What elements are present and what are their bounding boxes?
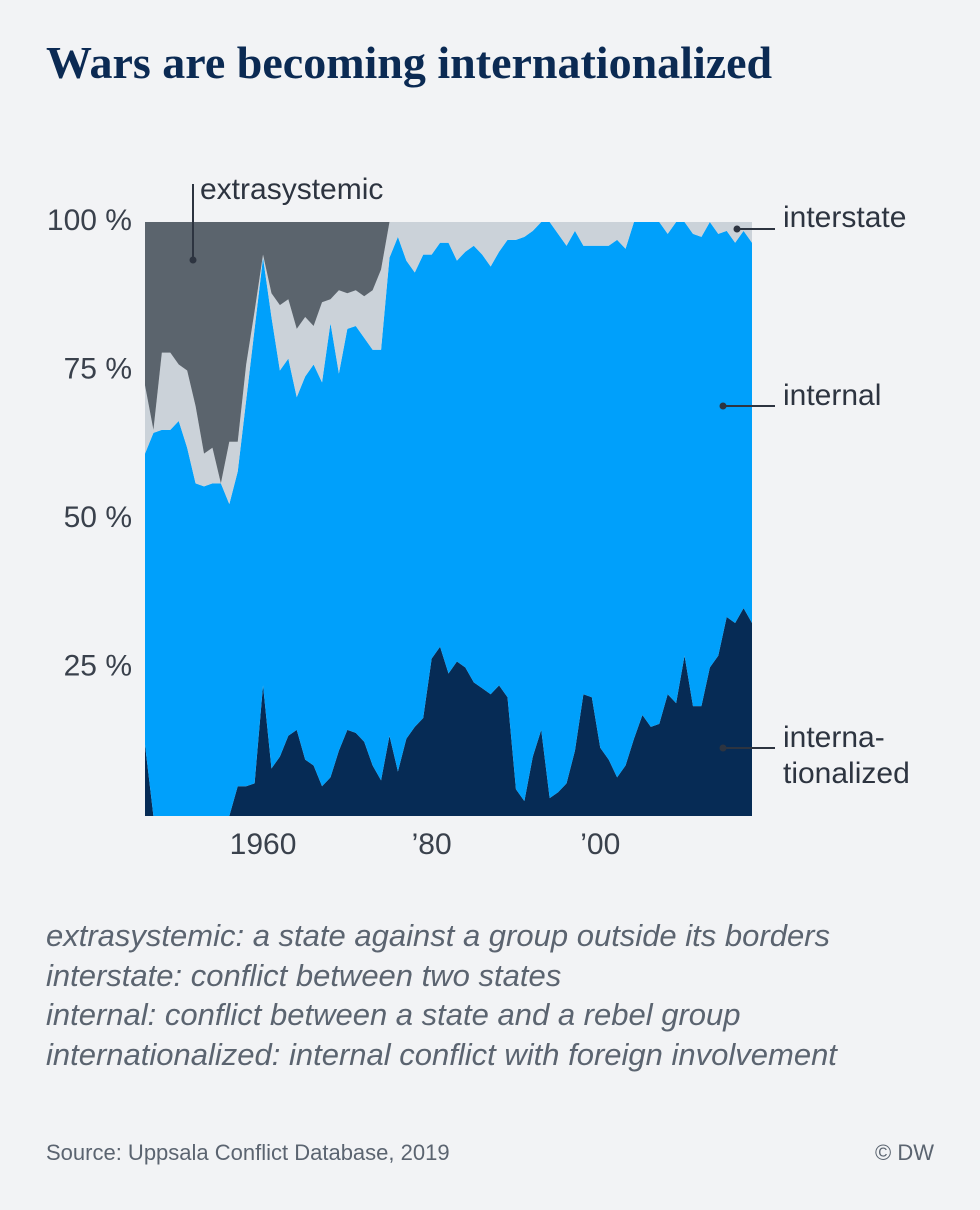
x-tick-label: ’80: [412, 828, 452, 861]
series-label: interstate: [783, 201, 907, 234]
y-tick-label: 75 %: [64, 352, 132, 385]
series-label: extrasystemic: [200, 173, 384, 206]
chart-title: Wars are becoming internationalized: [46, 37, 773, 88]
series-label: internal: [783, 379, 882, 412]
leader-dot: [719, 402, 727, 410]
x-tick-label: ’00: [580, 828, 620, 861]
area: [145, 608, 752, 816]
y-tick-label: 25 %: [64, 649, 132, 682]
source: Source: Uppsala Conflict Database, 2019: [46, 1140, 450, 1165]
y-tick-label: 100 %: [47, 204, 132, 237]
y-tick-label: 50 %: [64, 501, 132, 534]
note: internal: conflict between a state and a…: [46, 997, 741, 1032]
note: interstate: conflict between two states: [46, 957, 562, 993]
area: [145, 222, 752, 816]
leader-dot: [189, 256, 197, 264]
leader-dot: [719, 744, 727, 752]
credit: © DW: [875, 1140, 934, 1165]
x-tick-label: 1960: [230, 828, 297, 861]
area: [145, 222, 752, 484]
series-label: interna- tionalized: [783, 721, 910, 790]
area: [145, 222, 752, 505]
note: internationalized: internal conflict wit…: [46, 1036, 837, 1072]
leader-dot: [733, 225, 741, 233]
note: extrasystemic: a state against a group o…: [46, 918, 831, 953]
